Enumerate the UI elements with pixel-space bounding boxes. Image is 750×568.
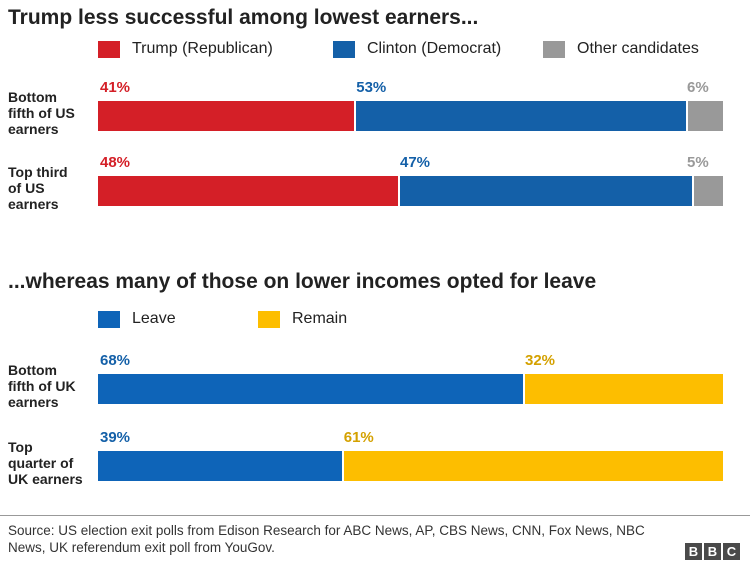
- bbc-logo: B B C: [685, 543, 740, 560]
- bar-segment: [398, 176, 692, 206]
- bar-segment: [98, 176, 398, 206]
- legend-label: Remain: [292, 310, 348, 327]
- category-label: Top third of US earners: [8, 164, 98, 212]
- bar-segment: [691, 176, 723, 206]
- category-label: Top quarter of UK earners: [8, 439, 98, 487]
- legend-swatch: [543, 40, 565, 58]
- data-label: 68%: [100, 352, 131, 369]
- bar-segment: [341, 451, 723, 481]
- bar-segment: [98, 374, 523, 404]
- category-label-line: earners: [8, 394, 59, 410]
- data-label: 53%: [356, 79, 387, 96]
- category-label-line: Top third: [8, 164, 68, 180]
- bar-segment: [523, 374, 723, 404]
- category-label-line: fifth of UK: [8, 378, 76, 394]
- data-label: 39%: [100, 429, 131, 446]
- legend-item: Other candidates: [543, 40, 699, 58]
- data-label: 61%: [343, 429, 374, 446]
- bar-segment: [685, 101, 723, 131]
- legend-label: Other candidates: [577, 40, 699, 57]
- legend-swatch: [333, 40, 355, 58]
- data-label: 41%: [100, 79, 131, 96]
- legend-label: Trump (Republican): [132, 40, 273, 57]
- category-label-line: Bottom: [8, 89, 57, 105]
- legend-item: Trump (Republican): [98, 40, 273, 58]
- category-label-line: Bottom: [8, 362, 57, 378]
- legend-item: Clinton (Democrat): [333, 40, 501, 58]
- logo-letter-b2: B: [704, 543, 721, 560]
- chart-title-uk: ...whereas many of those on lower income…: [8, 270, 597, 293]
- bar-segment: [354, 101, 686, 131]
- stacked-bar: [98, 374, 723, 404]
- category-label-line: earners: [8, 121, 59, 137]
- logo-letter-b1: B: [685, 543, 702, 560]
- data-label: 48%: [100, 154, 131, 171]
- data-label: 47%: [400, 154, 431, 171]
- stacked-bar: [98, 176, 723, 206]
- bar-segment: [98, 451, 342, 481]
- category-label: Bottom fifth of US earners: [8, 89, 98, 137]
- legend-swatch: [98, 310, 120, 328]
- legend-item: Remain: [258, 310, 347, 328]
- legend-label: Leave: [132, 310, 176, 327]
- source-note: Source: US election exit polls from Edis…: [8, 523, 645, 555]
- footer-divider: [0, 515, 750, 516]
- category-label-line: UK earners: [8, 471, 83, 487]
- logo-letter-c: C: [723, 543, 740, 560]
- category-label-line: of US: [8, 180, 45, 196]
- category-label-line: fifth of US: [8, 105, 75, 121]
- legend-label: Clinton (Democrat): [367, 40, 502, 57]
- legend-swatch: [258, 310, 280, 328]
- category-label: Bottom fifth of UK earners: [8, 362, 98, 410]
- legend-item: Leave: [98, 310, 176, 328]
- category-label-line: quarter of: [8, 455, 74, 471]
- legend-swatch: [98, 40, 120, 58]
- data-label: 6%: [687, 79, 709, 96]
- chart-title-us: Trump less successful among lowest earne…: [8, 6, 479, 29]
- category-label-line: Top: [8, 439, 33, 455]
- stacked-bar: [98, 101, 723, 131]
- data-label: 32%: [525, 352, 556, 369]
- data-label: 5%: [687, 154, 709, 171]
- bar-segment: [98, 101, 355, 131]
- category-label-line: earners: [8, 196, 59, 212]
- stacked-bar: [98, 451, 723, 481]
